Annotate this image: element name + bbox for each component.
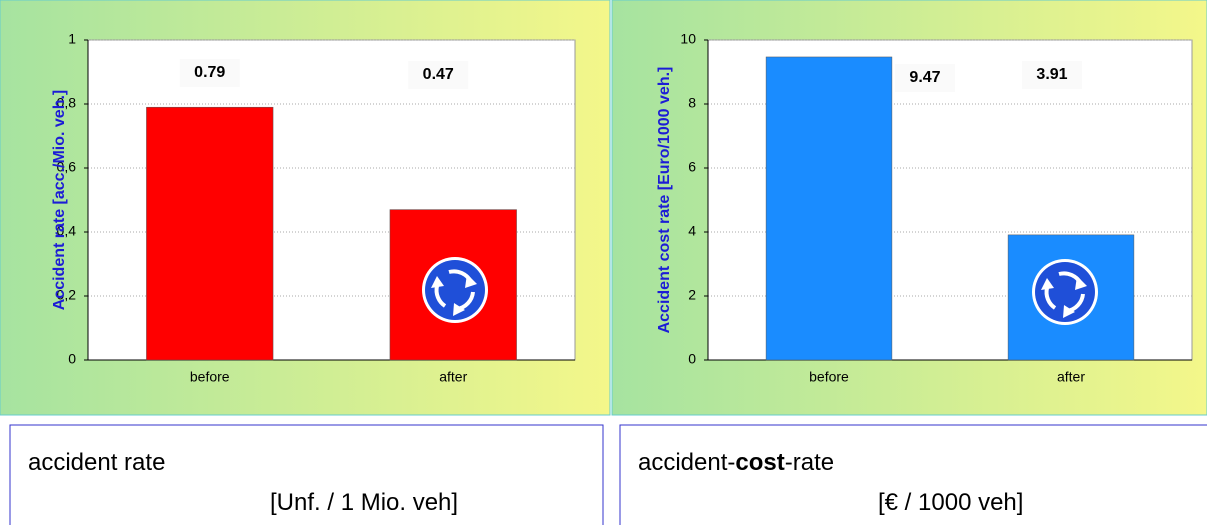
x-tick-label: before: [190, 369, 230, 385]
x-tick-label: after: [439, 369, 467, 385]
y-tick-label: 10: [680, 31, 696, 47]
value-label: 0.79: [194, 64, 225, 81]
roundabout-icon: [420, 255, 490, 325]
caption-box: [619, 424, 1207, 525]
caption-box: [9, 424, 604, 525]
value-label-bg: [179, 59, 240, 87]
x-tick-label: after: [1057, 369, 1085, 385]
y-tick-label: 0: [68, 351, 76, 367]
y-tick-label: 1: [68, 31, 76, 47]
bar: [146, 106, 274, 361]
value-label-bg: [895, 64, 955, 92]
y-tick-label: 0,4: [57, 223, 77, 239]
y-axis-title: Accident rate [acc./Mio. veh.]: [51, 90, 68, 311]
y-tick-label: 2: [688, 287, 696, 303]
value-label-bg: [1022, 61, 1082, 89]
y-tick-label: 0,6: [57, 159, 77, 175]
caption-part: accident-: [638, 449, 735, 476]
value-label: 0.47: [423, 66, 454, 83]
caption-unit: [Unf. / 1 Mio. veh]: [270, 489, 458, 516]
y-tick-label: 0,2: [57, 287, 77, 303]
caption-part: -rate: [785, 449, 834, 476]
y-tick-label: 6: [688, 159, 696, 175]
bar: [765, 56, 893, 361]
y-axis-title: Accident cost rate [Euro/1000 veh.]: [656, 67, 673, 334]
value-label: 3.91: [1036, 66, 1067, 83]
value-label: 9.47: [909, 69, 940, 86]
y-tick-label: 0: [688, 351, 696, 367]
roundabout-icon: [1030, 257, 1100, 327]
y-tick-label: 4: [688, 223, 696, 239]
caption-title: accident-cost-rate: [638, 449, 834, 476]
caption-title: accident rate: [28, 449, 165, 476]
y-tick-label: 8: [688, 95, 696, 111]
y-tick-label: 0,8: [57, 95, 77, 111]
caption-part: cost: [735, 449, 784, 476]
caption-unit: [€ / 1000 veh]: [878, 489, 1023, 516]
x-tick-label: before: [809, 369, 849, 385]
value-label-bg: [408, 61, 469, 89]
